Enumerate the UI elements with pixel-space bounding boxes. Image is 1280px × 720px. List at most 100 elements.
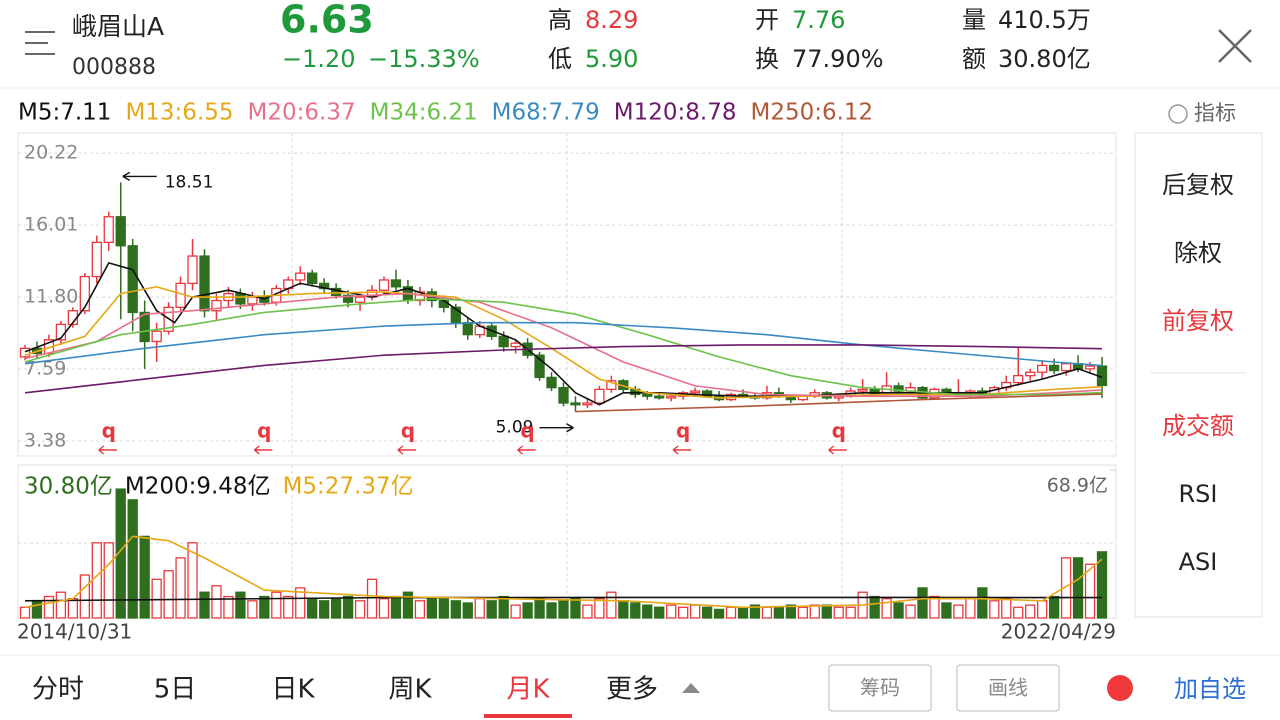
event-arrow xyxy=(397,445,416,455)
volume-bar xyxy=(91,542,102,619)
volume-bar xyxy=(354,600,366,619)
volume-bar xyxy=(486,600,497,619)
volume-bar xyxy=(366,578,378,619)
candle-body xyxy=(893,385,904,392)
volume-bar xyxy=(175,557,186,619)
volume-bar xyxy=(163,570,174,619)
stock-name: 峨眉山A xyxy=(72,12,164,41)
candle-body xyxy=(570,402,581,406)
volume-bar xyxy=(773,606,785,619)
tab[interactable]: 5日 xyxy=(154,675,197,705)
tab[interactable]: 更多 xyxy=(606,675,658,705)
volume-bar xyxy=(869,595,880,619)
volume-bar xyxy=(534,598,545,619)
more-arrow xyxy=(682,683,700,693)
volume-bar xyxy=(474,598,485,619)
button[interactable] xyxy=(956,664,1060,712)
event-marker: q xyxy=(257,419,271,443)
tab[interactable]: 日K xyxy=(271,675,315,705)
volume-bar xyxy=(342,595,354,619)
volume-bar xyxy=(390,595,402,619)
tab-underline xyxy=(484,714,572,718)
annotation: 18.51 xyxy=(165,172,214,192)
volume-bar xyxy=(546,602,557,619)
volume-bar xyxy=(510,604,521,619)
sidebar-option[interactable]: 后复权 xyxy=(1162,171,1234,199)
candle-body xyxy=(606,380,617,390)
sidebar-option[interactable]: 前复权 xyxy=(1162,307,1234,335)
button-label[interactable]: 筹码 xyxy=(860,676,900,700)
candle-body xyxy=(307,272,318,285)
sidebar-option[interactable]: ASI xyxy=(1179,548,1218,576)
button-label[interactable]: 画线 xyxy=(988,676,1028,700)
candle-body xyxy=(91,241,102,278)
volume-bar xyxy=(941,602,952,619)
candle-body xyxy=(1060,363,1072,372)
candle-body xyxy=(450,306,461,324)
volume-bar xyxy=(989,600,1000,619)
volume-bar xyxy=(247,600,258,619)
volume-bar xyxy=(522,602,533,619)
stat-value: 30.80亿 xyxy=(998,45,1091,73)
record-dot xyxy=(1107,675,1133,701)
volume-bar xyxy=(1037,600,1048,619)
menu-icon[interactable] xyxy=(25,31,55,55)
candle-body xyxy=(330,287,342,297)
volume-bar xyxy=(606,591,617,619)
volume-bar xyxy=(1096,551,1108,619)
candle-body xyxy=(582,402,593,406)
volume-bar xyxy=(438,598,449,619)
legend-entry: M250:6.12 xyxy=(750,100,873,126)
event-arrow xyxy=(517,445,536,455)
candle-body xyxy=(211,299,222,312)
tab[interactable]: 周K xyxy=(388,675,432,705)
volume-bar xyxy=(103,542,114,619)
volume-bar xyxy=(55,591,67,619)
legend-entry: M20:6.37 xyxy=(248,100,356,126)
close-icon[interactable] xyxy=(1218,29,1252,63)
volume-bar xyxy=(761,606,773,619)
candle-body xyxy=(1025,371,1036,377)
indicator-button[interactable]: 指标 xyxy=(1194,101,1236,125)
candle-body xyxy=(510,342,521,348)
candle-body xyxy=(151,330,162,343)
volume-bar xyxy=(929,595,940,619)
candle-body xyxy=(127,245,138,314)
add-watchlist[interactable]: 加自选 xyxy=(1174,675,1246,703)
volume-bar xyxy=(151,578,162,619)
tab[interactable]: 分时 xyxy=(32,675,84,705)
y-tick-label: 16.01 xyxy=(24,214,78,236)
legend-entry: M34:6.21 xyxy=(370,100,478,126)
candle-body xyxy=(689,390,701,394)
volume-bar xyxy=(79,574,90,619)
volume-bar xyxy=(271,591,282,619)
sidebar-option[interactable]: 除权 xyxy=(1174,239,1222,267)
sidebar-option[interactable]: RSI xyxy=(1179,480,1218,508)
button[interactable] xyxy=(828,664,932,712)
volume-bar xyxy=(749,604,761,619)
tab-active[interactable]: 月K xyxy=(506,675,550,705)
candle-body xyxy=(187,255,198,285)
ma-line xyxy=(24,321,1103,367)
candle-body xyxy=(235,292,246,305)
volume-bar xyxy=(558,600,569,619)
candle-body xyxy=(558,386,569,404)
stat-label: 高 xyxy=(548,6,572,34)
sidebar-option[interactable]: 成交额 xyxy=(1162,412,1234,440)
volume-bar xyxy=(1001,598,1012,619)
start-date: 2014/10/31 xyxy=(17,620,132,644)
candle-body xyxy=(199,255,210,312)
event-marker: q xyxy=(832,419,846,443)
candle-body xyxy=(666,395,677,399)
event-arrow xyxy=(828,445,847,455)
volume-bar xyxy=(737,606,749,619)
stat-value: 8.29 xyxy=(585,6,638,34)
volume-bar xyxy=(618,600,629,619)
annotation: 5.09 xyxy=(496,418,534,438)
ma-line xyxy=(24,344,1103,394)
volume-bar xyxy=(1072,557,1084,619)
candle-body xyxy=(103,216,114,244)
event-marker: q xyxy=(401,419,415,443)
event-arrow xyxy=(672,445,692,455)
candle-body xyxy=(857,388,868,392)
